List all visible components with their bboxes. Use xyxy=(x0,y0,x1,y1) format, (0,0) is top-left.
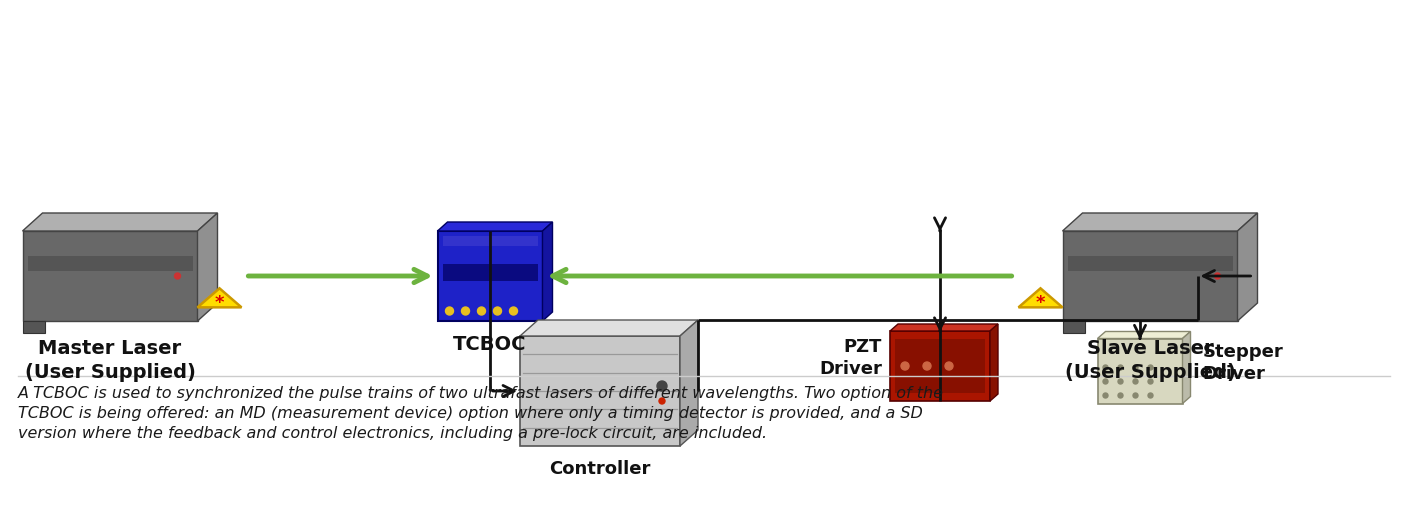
Text: Master Laser
(User Supplied): Master Laser (User Supplied) xyxy=(24,339,195,382)
Polygon shape xyxy=(889,331,990,401)
Polygon shape xyxy=(1237,213,1257,321)
Circle shape xyxy=(461,307,469,315)
Circle shape xyxy=(1148,365,1152,370)
Polygon shape xyxy=(895,339,986,393)
Polygon shape xyxy=(1018,288,1062,307)
Polygon shape xyxy=(27,256,192,271)
Polygon shape xyxy=(443,264,537,281)
Circle shape xyxy=(945,362,953,370)
Polygon shape xyxy=(437,222,553,231)
Polygon shape xyxy=(889,324,998,331)
Polygon shape xyxy=(23,321,44,333)
Polygon shape xyxy=(437,231,543,321)
Polygon shape xyxy=(198,213,218,321)
Circle shape xyxy=(1133,393,1138,398)
Text: *: * xyxy=(1035,294,1045,312)
Circle shape xyxy=(1118,393,1123,398)
Circle shape xyxy=(174,273,181,279)
Text: TCBOC is being offered: an MD (measurement device) option where only a timing de: TCBOC is being offered: an MD (measureme… xyxy=(18,406,923,421)
Text: PZT
Driver: PZT Driver xyxy=(819,338,882,378)
Text: *: * xyxy=(215,294,225,312)
Circle shape xyxy=(1133,365,1138,370)
Text: TCBOC: TCBOC xyxy=(454,335,527,354)
Polygon shape xyxy=(1097,338,1182,404)
Polygon shape xyxy=(1097,332,1191,338)
Circle shape xyxy=(1103,393,1109,398)
Circle shape xyxy=(1103,365,1109,370)
Polygon shape xyxy=(990,324,998,401)
Text: Stepper
Driver: Stepper Driver xyxy=(1202,343,1284,383)
Circle shape xyxy=(509,307,518,315)
Circle shape xyxy=(1133,379,1138,384)
Polygon shape xyxy=(23,231,198,321)
Text: version where the feedback and control electronics, including a pre-lock circuit: version where the feedback and control e… xyxy=(18,426,768,441)
Circle shape xyxy=(493,307,502,315)
Text: Slave Laser
(User Supplied): Slave Laser (User Supplied) xyxy=(1065,339,1236,382)
Text: A TCBOC is used to synchronized the pulse trains of two ultrafast lasers of diff: A TCBOC is used to synchronized the puls… xyxy=(18,386,945,401)
Circle shape xyxy=(1118,365,1123,370)
Polygon shape xyxy=(1062,213,1257,231)
Polygon shape xyxy=(443,236,537,246)
Polygon shape xyxy=(680,320,699,446)
Circle shape xyxy=(1215,273,1220,279)
Circle shape xyxy=(1148,379,1152,384)
Polygon shape xyxy=(23,213,218,231)
Circle shape xyxy=(1103,379,1109,384)
Polygon shape xyxy=(1068,256,1233,271)
Polygon shape xyxy=(1062,321,1085,333)
Polygon shape xyxy=(198,288,242,307)
Circle shape xyxy=(658,381,667,391)
Circle shape xyxy=(478,307,485,315)
Circle shape xyxy=(659,398,665,404)
Polygon shape xyxy=(543,222,553,321)
Text: Controller: Controller xyxy=(549,460,650,478)
Circle shape xyxy=(923,362,930,370)
Circle shape xyxy=(1148,393,1152,398)
Circle shape xyxy=(901,362,909,370)
Polygon shape xyxy=(520,336,680,446)
Circle shape xyxy=(445,307,454,315)
Polygon shape xyxy=(1062,231,1237,321)
Circle shape xyxy=(1118,379,1123,384)
Polygon shape xyxy=(520,320,699,336)
Polygon shape xyxy=(1182,332,1191,404)
